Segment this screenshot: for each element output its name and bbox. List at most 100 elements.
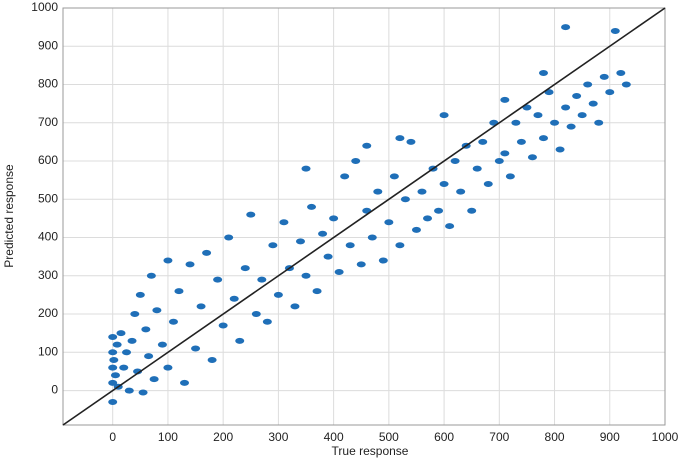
point — [191, 345, 201, 352]
point — [362, 142, 372, 149]
y-tick-label: 0 — [51, 383, 58, 397]
x-tick-label: 300 — [268, 430, 288, 444]
point — [533, 112, 543, 119]
point — [605, 89, 615, 96]
y-tick-label: 600 — [38, 153, 58, 167]
point — [135, 291, 145, 298]
point — [163, 364, 173, 371]
point — [378, 257, 388, 264]
point — [108, 379, 118, 386]
y-tick-label: 700 — [38, 115, 58, 129]
point — [439, 180, 449, 187]
point — [356, 261, 366, 268]
x-tick-label: 0 — [109, 430, 116, 444]
y-tick-label: 200 — [38, 306, 58, 320]
point — [561, 24, 571, 31]
point — [108, 399, 118, 406]
point — [312, 288, 322, 295]
point — [108, 364, 118, 371]
point — [610, 27, 620, 34]
point — [583, 81, 593, 88]
point — [213, 276, 223, 283]
point — [538, 135, 548, 142]
point — [207, 356, 217, 363]
point — [127, 337, 137, 344]
point — [384, 219, 394, 226]
y-axis-label: Predicted response — [2, 164, 16, 268]
point — [621, 81, 631, 88]
point — [505, 173, 515, 180]
point — [295, 238, 305, 245]
point — [472, 165, 482, 172]
point — [351, 158, 361, 165]
point — [240, 265, 250, 272]
point — [301, 272, 311, 279]
point — [133, 368, 143, 375]
x-tick-label: 700 — [489, 430, 509, 444]
y-tick-label: 400 — [38, 230, 58, 244]
point — [439, 112, 449, 119]
point — [290, 303, 300, 310]
x-tick-label: 400 — [324, 430, 344, 444]
point — [141, 326, 151, 333]
point — [149, 376, 159, 383]
x-tick-label: 600 — [434, 430, 454, 444]
x-tick-label: 500 — [379, 430, 399, 444]
point — [218, 322, 228, 329]
point — [538, 70, 548, 77]
point — [417, 188, 427, 195]
y-tick-label: 500 — [38, 191, 58, 205]
point — [594, 119, 604, 126]
point — [112, 341, 122, 348]
point — [467, 207, 477, 214]
x-tick-label: 800 — [545, 430, 565, 444]
point — [279, 219, 289, 226]
point — [268, 242, 278, 249]
y-tick-label: 300 — [38, 268, 58, 282]
point — [577, 112, 587, 119]
point — [174, 288, 184, 295]
point — [445, 223, 455, 230]
point — [516, 138, 526, 145]
y-tick-label: 1000 — [31, 0, 58, 14]
point — [483, 180, 493, 187]
point — [616, 70, 626, 77]
y-tick-label: 100 — [38, 344, 58, 358]
point — [395, 135, 405, 142]
point — [367, 234, 377, 241]
x-axis-label: True response — [332, 444, 409, 458]
point — [163, 257, 173, 264]
x-tick-label: 900 — [600, 430, 620, 444]
point — [500, 96, 510, 103]
point — [572, 92, 582, 99]
point — [180, 379, 190, 386]
point — [588, 100, 598, 107]
point — [555, 146, 565, 153]
y-tick-label: 900 — [38, 38, 58, 52]
point — [373, 188, 383, 195]
point — [323, 253, 333, 260]
point — [494, 158, 504, 165]
point — [395, 242, 405, 249]
point — [411, 226, 421, 233]
x-tick-label: 100 — [158, 430, 178, 444]
point — [110, 372, 120, 379]
point — [423, 215, 433, 222]
point — [196, 303, 206, 310]
point — [202, 249, 212, 256]
point — [500, 150, 510, 157]
point — [511, 119, 521, 126]
point — [599, 73, 609, 80]
point — [229, 295, 239, 302]
point — [130, 311, 140, 318]
plot-frame — [62, 7, 666, 426]
y-tick-label: 800 — [38, 77, 58, 91]
point — [124, 387, 134, 394]
point — [301, 165, 311, 172]
point — [251, 311, 261, 318]
point — [307, 203, 317, 210]
point — [157, 341, 167, 348]
point — [168, 318, 178, 325]
point — [138, 389, 148, 396]
point — [273, 291, 283, 298]
